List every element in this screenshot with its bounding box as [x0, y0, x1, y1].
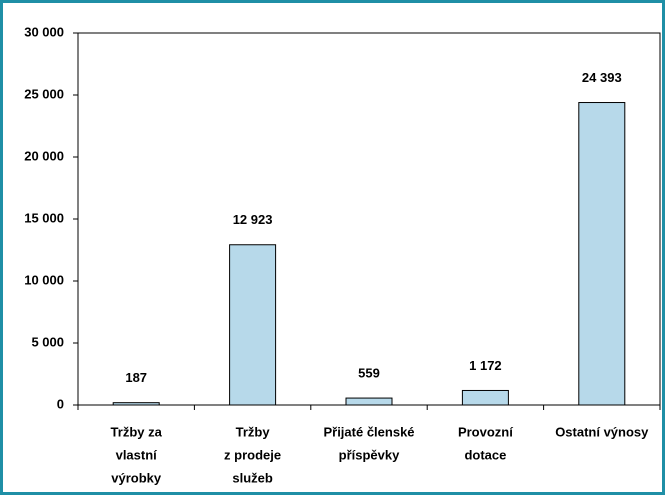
x-tick-label: výrobky — [111, 470, 162, 485]
y-tick-label: 0 — [57, 396, 64, 411]
bar — [578, 102, 626, 406]
x-tick-label: Tržby za — [111, 424, 163, 439]
value-label: 24 393 — [582, 70, 622, 85]
y-tick-label: 30 000 — [24, 24, 64, 39]
y-tick-label: 25 000 — [24, 86, 64, 101]
x-tick-label: služeb — [232, 470, 273, 485]
y-tick-label: 20 000 — [24, 148, 64, 163]
x-tick-label: Tržby — [236, 424, 271, 439]
bar — [345, 397, 393, 406]
x-tick-label: Přijaté členské — [323, 424, 414, 439]
y-tick-label: 5 000 — [31, 334, 64, 349]
bar — [112, 402, 160, 406]
x-tick-label: Provozní — [458, 424, 513, 439]
y-tick-label: 15 000 — [24, 210, 64, 225]
value-label: 1 172 — [469, 358, 502, 373]
value-label: 12 923 — [233, 212, 273, 227]
x-tick-label: dotace — [464, 447, 506, 462]
x-tick-label: příspěvky — [339, 447, 400, 462]
value-label: 187 — [125, 370, 147, 385]
bar — [229, 244, 277, 406]
value-label: 559 — [358, 366, 380, 381]
x-tick-label: z prodeje — [224, 447, 281, 462]
x-tick-label: vlastní — [116, 447, 158, 462]
bar — [461, 389, 509, 406]
x-tick-label: Ostatní výnosy — [555, 424, 649, 439]
y-tick-label: 10 000 — [24, 272, 64, 287]
